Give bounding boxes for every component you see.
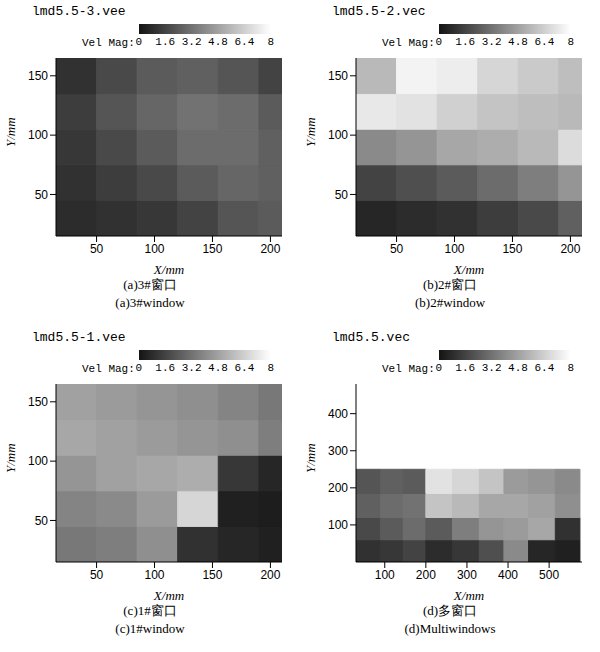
svg-text:100: 100 [144, 242, 164, 256]
svg-text:100: 100 [444, 242, 464, 256]
html-text:1.6: 1.6 [155, 36, 176, 48]
svg-text:150: 150 [328, 69, 348, 83]
html-text:(a)3#窗口: (a)3#窗口 [123, 277, 177, 292]
html-text:(b)2#window: (b)2#window [415, 295, 485, 310]
html-text:lmd5.5-1.vee: lmd5.5-1.vee [32, 330, 126, 345]
html-text:(d)多窗口: (d)多窗口 [422, 603, 478, 618]
html-text:1.6: 1.6 [455, 36, 476, 48]
html-text:3.2: 3.2 [481, 36, 502, 48]
svg-text:Y/mm: Y/mm [3, 117, 18, 147]
html-text:8: 8 [567, 362, 575, 374]
svg-text:100: 100 [144, 568, 164, 582]
html-text:3.2: 3.2 [481, 362, 502, 374]
html-text:8: 8 [567, 36, 575, 48]
html-text:(b)2#窗口: (b)2#窗口 [422, 277, 478, 292]
svg-text:200: 200 [416, 568, 436, 582]
svg-text:150: 150 [28, 69, 48, 83]
svg-text:50: 50 [35, 188, 49, 202]
svg-text:50: 50 [90, 568, 104, 582]
html-text:3.2: 3.2 [181, 36, 202, 48]
svg-text:50: 50 [335, 188, 349, 202]
svg-text:200: 200 [260, 242, 280, 256]
svg-text:200: 200 [328, 481, 348, 495]
svg-text:400: 400 [328, 407, 348, 421]
svg-text:500: 500 [539, 568, 559, 582]
html-text:1.6: 1.6 [455, 362, 476, 374]
svg-text:100: 100 [375, 568, 395, 582]
svg-text:300: 300 [457, 568, 477, 582]
html-text:lmd5.5.vec: lmd5.5.vec [332, 330, 410, 345]
html-text:(c)1#窗口: (c)1#窗口 [123, 603, 177, 618]
svg-text:150: 150 [28, 395, 48, 409]
svg-text:X/mm: X/mm [153, 588, 184, 602]
svg-text:100: 100 [328, 518, 348, 532]
svg-text:50: 50 [90, 242, 104, 256]
html-text:(d)Multiwindows: (d)Multiwindows [404, 621, 496, 636]
svg-text:Y/mm: Y/mm [3, 443, 18, 473]
html-text:1.6: 1.6 [155, 362, 176, 374]
html-text:4.8: 4.8 [208, 362, 228, 374]
svg-text:Y/mm: Y/mm [303, 443, 318, 473]
svg-text:150: 150 [202, 242, 222, 256]
html-text:lmd5.5-3.vee: lmd5.5-3.vee [32, 4, 126, 19]
html-text:(c)1#window: (c)1#window [115, 621, 185, 636]
svg-text:Y/mm: Y/mm [303, 117, 318, 147]
svg-text:200: 200 [260, 568, 280, 582]
svg-text:X/mm: X/mm [453, 588, 484, 602]
html-text:4.8: 4.8 [508, 36, 528, 48]
html-text:Vel Mag: 0: Vel Mag: 0 [382, 36, 443, 49]
html-text:lmd5.5-2.vec: lmd5.5-2.vec [332, 4, 426, 19]
svg-text:300: 300 [328, 444, 348, 458]
svg-text:100: 100 [28, 128, 48, 142]
html-text:3.2: 3.2 [181, 362, 202, 374]
svg-text:100: 100 [28, 454, 48, 468]
html-text:6.4: 6.4 [534, 36, 555, 48]
html-text:Vel Mag: 0: Vel Mag: 0 [82, 36, 143, 49]
svg-text:150: 150 [502, 242, 522, 256]
svg-text:100: 100 [328, 128, 348, 142]
svg-text:400: 400 [498, 568, 518, 582]
html-text:6.4: 6.4 [234, 36, 255, 48]
svg-text:150: 150 [202, 568, 222, 582]
svg-text:50: 50 [35, 514, 49, 528]
svg-text:X/mm: X/mm [453, 262, 484, 276]
html-text:Vel Mag: 0: Vel Mag: 0 [382, 362, 443, 375]
html-text:8: 8 [267, 362, 275, 374]
svg-text:X/mm: X/mm [153, 262, 184, 276]
html-text:6.4: 6.4 [534, 362, 555, 374]
html-text:(a)3#window: (a)3#window [115, 295, 185, 310]
html-text:6.4: 6.4 [234, 362, 255, 374]
html-text:4.8: 4.8 [208, 36, 228, 48]
svg-text:50: 50 [390, 242, 404, 256]
svg-text:200: 200 [560, 242, 580, 256]
html-text:8: 8 [267, 36, 275, 48]
html-text:4.8: 4.8 [508, 362, 528, 374]
html-text:Vel Mag: 0: Vel Mag: 0 [82, 362, 143, 375]
